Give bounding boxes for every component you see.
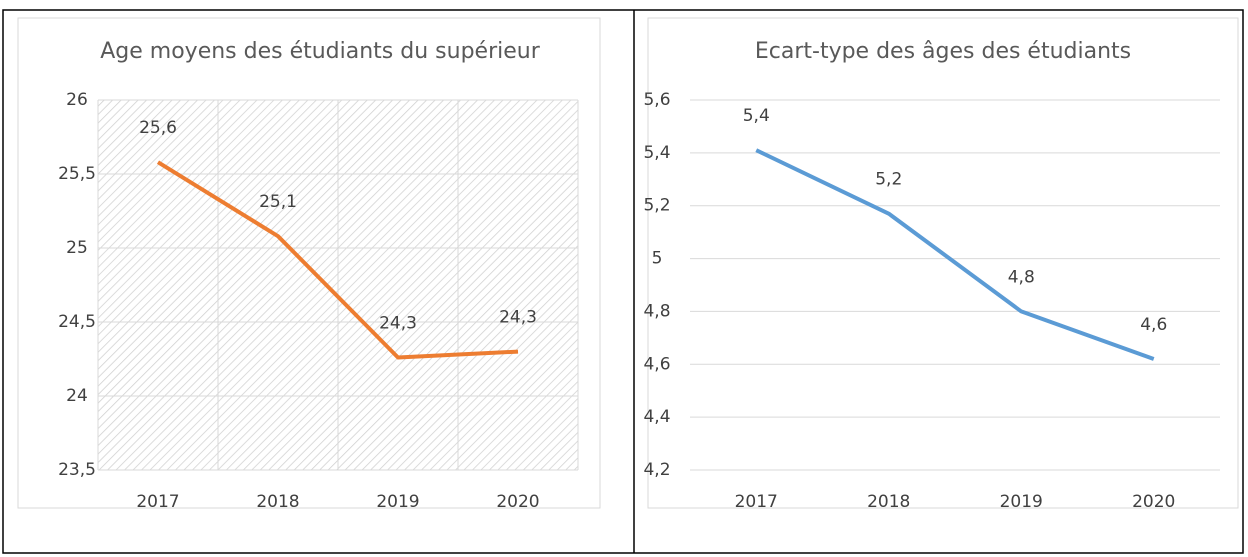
y-tick-label: 5,6 — [643, 90, 670, 110]
data-label: 24,3 — [379, 314, 417, 334]
y-tick-label: 24 — [66, 386, 88, 406]
x-tick-label: 2017 — [136, 492, 179, 512]
y-tick-label: 5,4 — [643, 143, 670, 163]
x-tick-label: 2018 — [256, 492, 299, 512]
line — [755, 148, 1155, 361]
y-tick-label: 4,4 — [643, 407, 670, 427]
line — [156, 160, 519, 360]
x-tick-label: 2020 — [1132, 492, 1175, 512]
y-tick-label: 26 — [66, 90, 88, 110]
y-tick-label: 4,8 — [643, 301, 670, 321]
chart-frame — [647, 17, 1239, 509]
y-tick-label: 5,2 — [643, 196, 670, 216]
x-tick-label: 2018 — [867, 492, 910, 512]
y-tick-label: 4,2 — [643, 460, 670, 480]
chart-title: Age moyens des étudiants du supérieur — [100, 39, 540, 64]
chart-title: Ecart-type des âges des étudiants — [755, 39, 1131, 64]
data-label: 5,2 — [875, 170, 902, 190]
x-tick-label: 2019 — [1000, 492, 1043, 512]
data-label: 25,1 — [259, 192, 297, 212]
data-label: 24,3 — [499, 308, 537, 328]
data-label: 4,8 — [1008, 267, 1035, 287]
y-tick-label: 25,5 — [58, 164, 96, 184]
x-tick-label: 2017 — [735, 492, 778, 512]
x-tick-label: 2019 — [376, 492, 419, 512]
table-border — [2, 9, 1244, 554]
y-tick-label: 25 — [66, 238, 88, 258]
data-label: 5,4 — [743, 106, 770, 126]
y-tick-label: 24,5 — [58, 312, 96, 332]
x-tick-label: 2020 — [496, 492, 539, 512]
data-label: 4,6 — [1140, 315, 1167, 335]
data-label: 25,6 — [139, 118, 177, 138]
y-tick-label: 23,5 — [58, 460, 96, 480]
y-tick-label: 4,6 — [643, 354, 670, 374]
y-tick-label: 5 — [652, 249, 663, 269]
